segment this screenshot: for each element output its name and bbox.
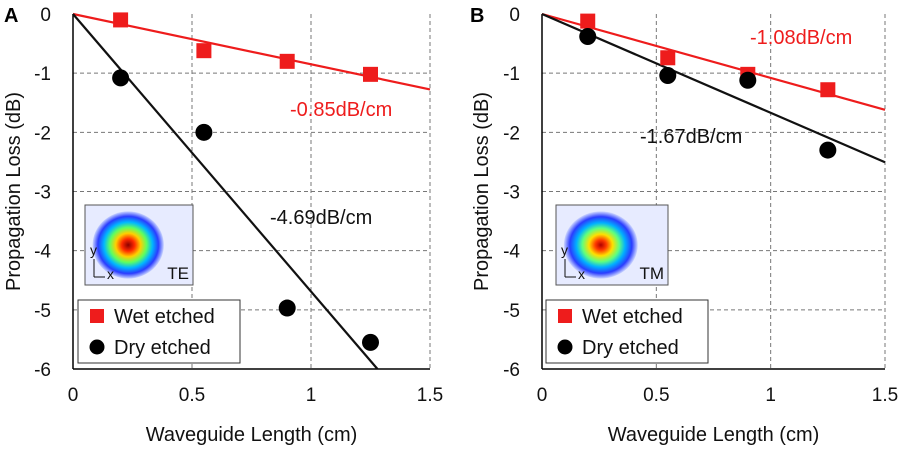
- mode-profile-inset: yx TM: [555, 204, 669, 286]
- panel-letter: A: [4, 5, 18, 27]
- y-tick-label: -4: [503, 242, 520, 263]
- slope-annotation: -4.69dB/cm: [270, 207, 372, 229]
- x-axis-label: Waveguide Length (cm): [608, 424, 820, 446]
- data-point-wet-etched: [580, 13, 596, 29]
- x-tick-label: 0.5: [643, 385, 669, 406]
- legend-label: Wet etched: [114, 306, 215, 328]
- panel-a: 0 0.5 1 1.5 0 -1 -2 -3 -4 -5 -6 Waveguide Length (c…: [3, 5, 443, 446]
- fit-line-dry-etched: [541, 12, 886, 164]
- legend-frame: [77, 299, 241, 364]
- y-tick-label: -5: [34, 301, 51, 322]
- y-tick-label: 0: [509, 5, 520, 26]
- y-tick-label: -3: [503, 183, 520, 204]
- inset-mode-label: TE: [167, 264, 189, 283]
- legend-label: Dry etched: [582, 337, 679, 359]
- y-tick-label: -5: [503, 301, 520, 322]
- y-tick-label: 0: [40, 5, 51, 26]
- legend-label: Wet etched: [582, 306, 683, 328]
- y-axis-label: Propagation Loss (dB): [3, 92, 25, 291]
- x-tick-label: 1: [765, 385, 776, 406]
- slope-annotation: -1.08dB/cm: [750, 27, 852, 49]
- data-point-wet-etched: [196, 43, 212, 59]
- inset-axis-x: x: [107, 266, 114, 282]
- data-point-dry-etched: [195, 123, 213, 141]
- data-point-dry-etched: [112, 69, 130, 87]
- data-point-dry-etched: [362, 333, 379, 351]
- slope-annotation: -1.67dB/cm: [640, 126, 742, 148]
- data-point-wet-etched: [363, 66, 378, 82]
- x-tick-label: 1.5: [417, 385, 443, 406]
- data-point-wet-etched: [820, 82, 836, 98]
- x-tick-label: 0: [68, 385, 79, 406]
- legend-marker-square: [558, 309, 572, 323]
- data-point-dry-etched: [659, 67, 677, 85]
- data-point-wet-etched: [113, 12, 129, 28]
- slope-annotation: -0.85dB/cm: [290, 99, 392, 121]
- y-tick-label: -2: [503, 123, 520, 144]
- x-tick-label: 1.5: [872, 385, 898, 406]
- inset-axis-x: x: [578, 266, 585, 282]
- x-tick-label: 1: [306, 385, 317, 406]
- mode-profile-inset: yx TE: [84, 204, 194, 286]
- y-tick-label: -2: [34, 123, 51, 144]
- data-point-dry-etched: [739, 71, 757, 89]
- inset-mode-label: TM: [639, 264, 664, 283]
- y-tick-label: -1: [503, 64, 520, 85]
- data-point-dry-etched: [278, 299, 296, 317]
- data-point-wet-etched: [660, 50, 676, 66]
- mode-field: [563, 211, 638, 279]
- inset-axis-y: y: [90, 242, 97, 258]
- y-tick-label: -1: [34, 64, 51, 85]
- y-tick-label: -6: [34, 360, 51, 381]
- data-point-dry-etched: [819, 141, 837, 159]
- data-point-wet-etched: [279, 53, 295, 69]
- legend-label: Dry etched: [114, 337, 211, 359]
- panel-letter: B: [470, 5, 484, 27]
- y-tick-label: -6: [503, 360, 520, 381]
- legend: Wet etched Dry etched: [77, 299, 241, 364]
- legend-frame: [545, 299, 709, 364]
- legend-marker-square: [90, 309, 104, 323]
- y-tick-label: -3: [34, 183, 51, 204]
- data-point-dry-etched: [579, 27, 597, 45]
- legend-marker-circle: [89, 339, 105, 355]
- legend-marker-circle: [557, 339, 573, 355]
- inset-axis-y: y: [561, 242, 568, 258]
- panel-b: 0 0.5 1 1.5 0 -1 -2 -3 -4 -5 -6 Waveguide Length (c…: [470, 5, 898, 446]
- mode-field: [92, 211, 164, 279]
- legend: Wet etched Dry etched: [545, 299, 709, 364]
- x-tick-label: 0.5: [179, 385, 205, 406]
- x-axis-label: Waveguide Length (cm): [146, 424, 358, 446]
- x-tick-label: 0: [537, 385, 548, 406]
- y-tick-label: -4: [34, 242, 51, 263]
- y-axis-label: Propagation Loss (dB): [471, 92, 493, 291]
